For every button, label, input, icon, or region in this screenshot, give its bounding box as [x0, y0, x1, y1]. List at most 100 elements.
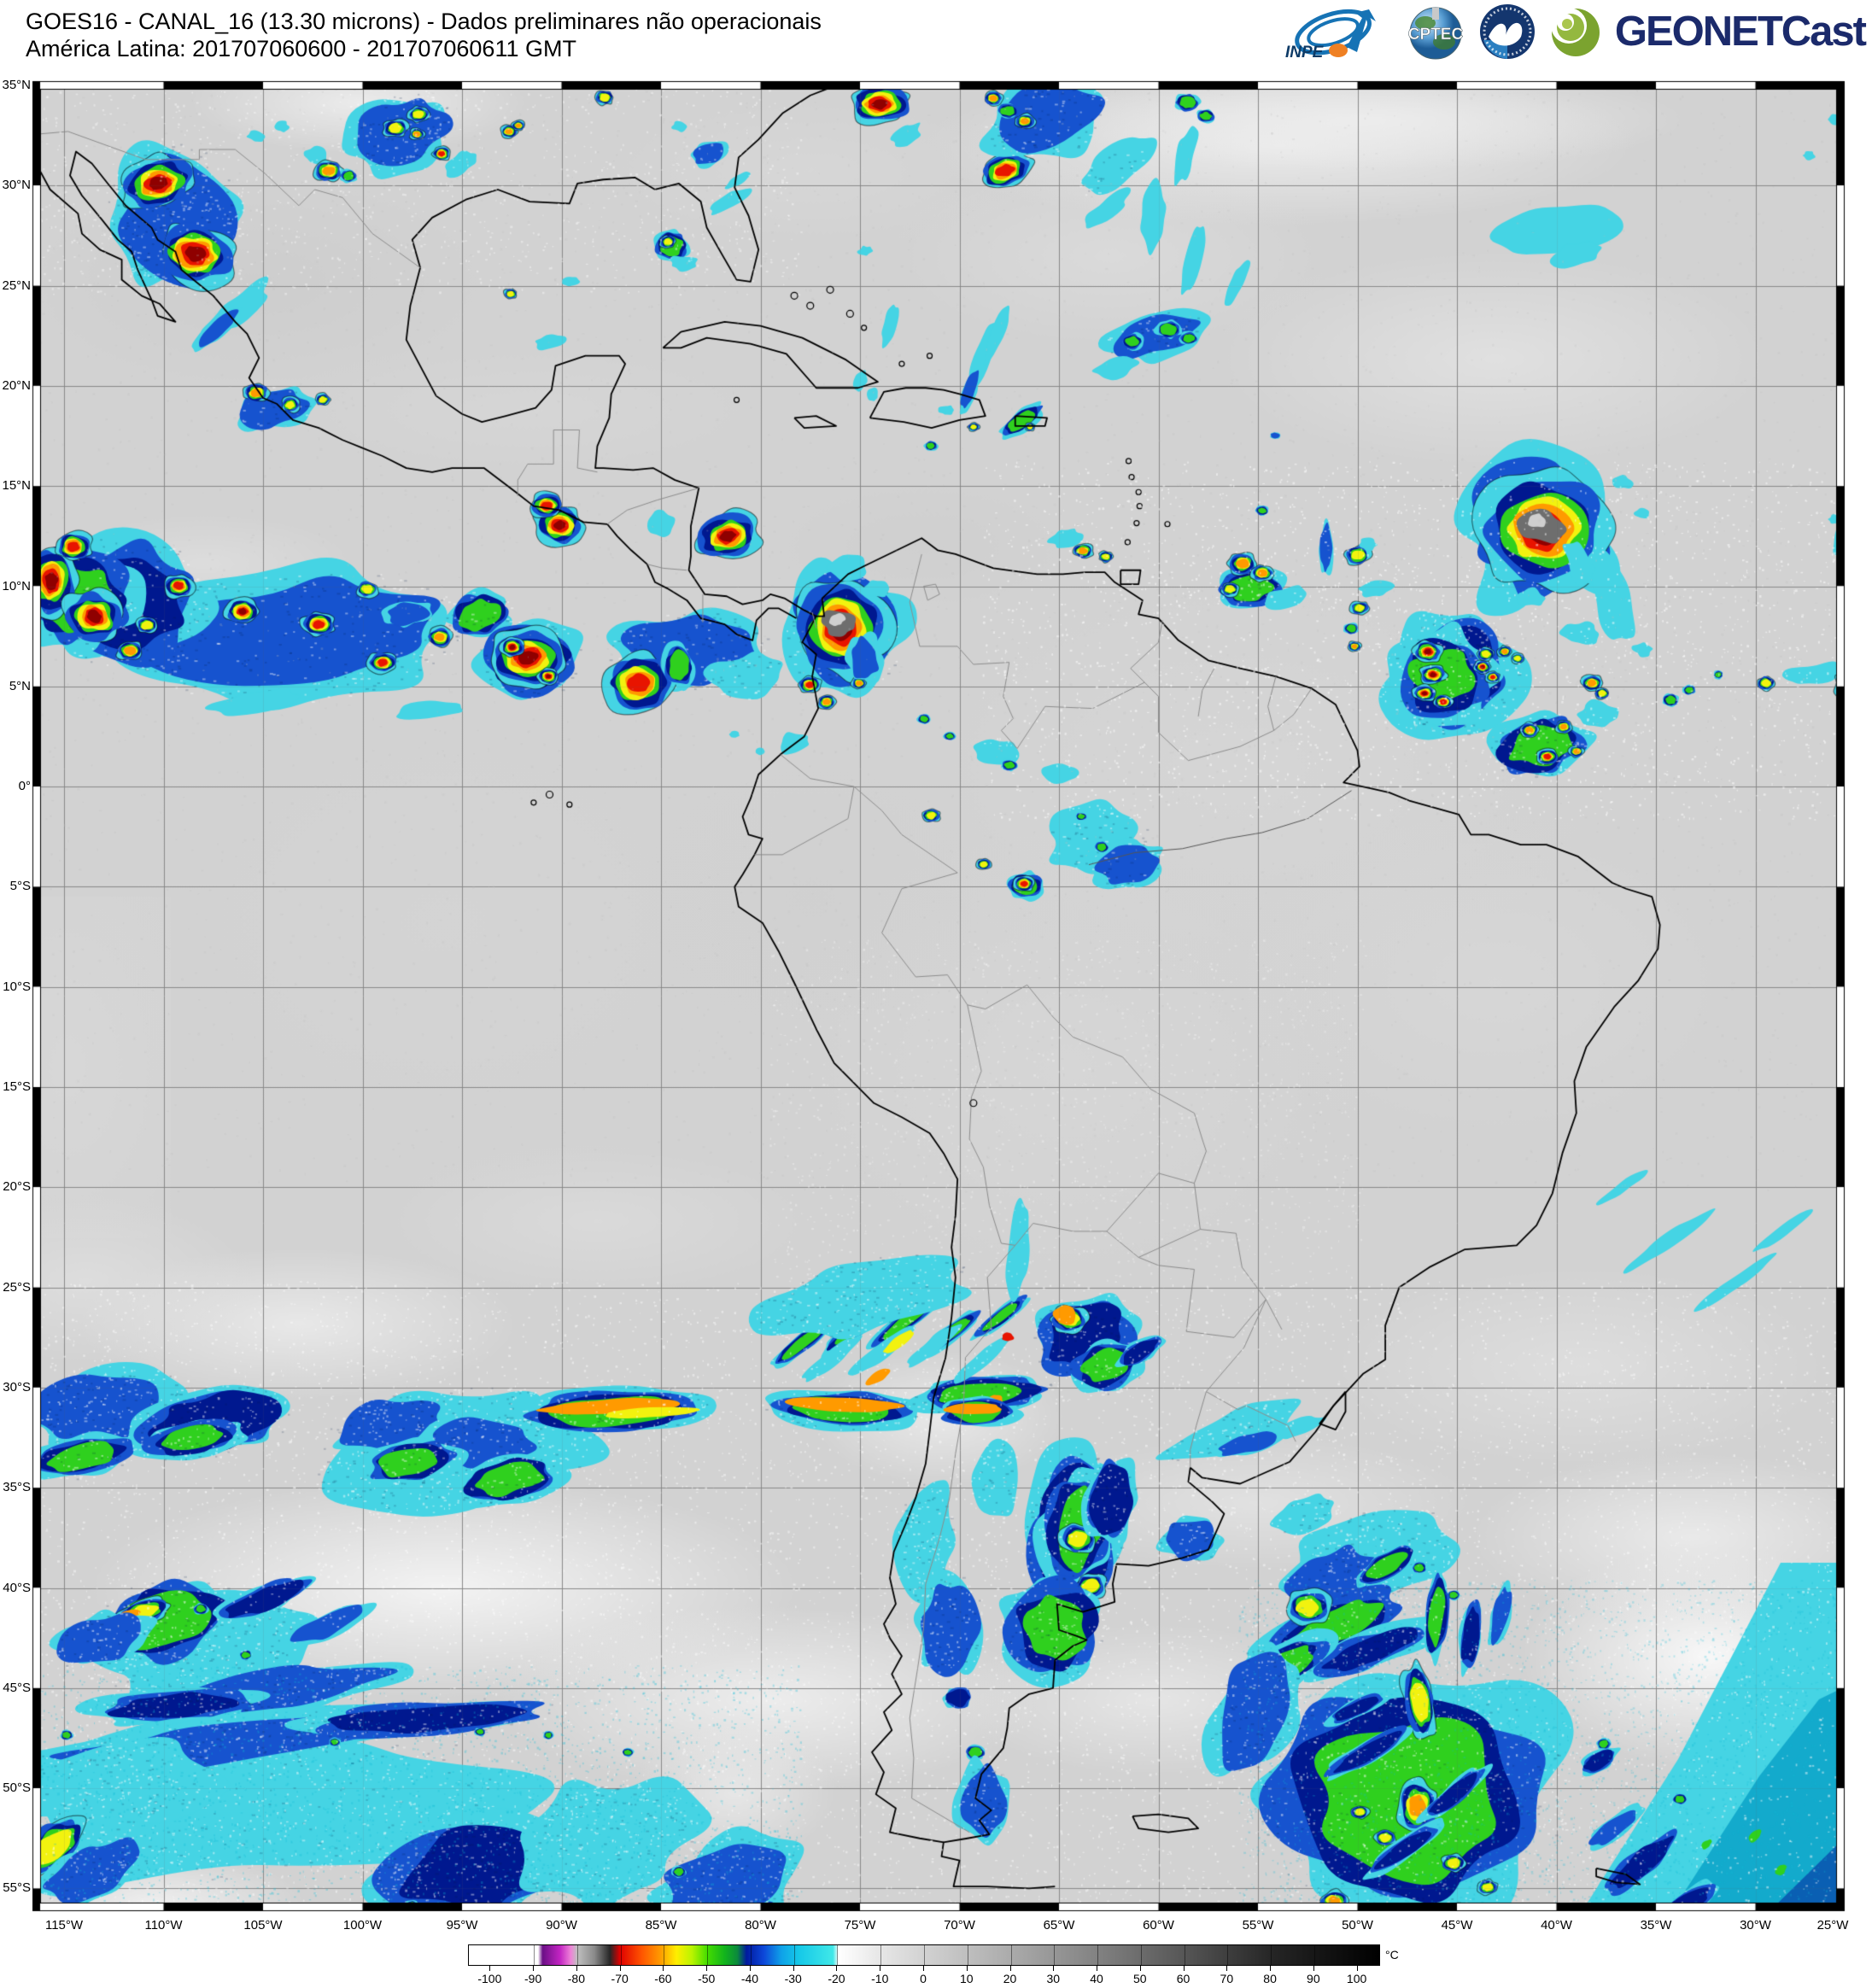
colorbar-tick: [663, 1966, 664, 1971]
colorbar: [468, 1944, 1380, 1966]
colorbar-tick-label: 40: [1090, 1972, 1103, 1985]
colorbar-tick: [749, 1966, 751, 1971]
lat-label: 25°S: [3, 1279, 31, 1295]
colorbar-tick-label: -30: [784, 1972, 802, 1985]
colorbar-tick: [923, 1966, 924, 1971]
lat-label: 35°S: [3, 1480, 31, 1495]
colorbar-tick-label: -100: [477, 1972, 502, 1985]
lat-label: 5°S: [9, 879, 31, 894]
colorbar-divider: [1010, 1945, 1012, 1965]
inpe-logo-icon: INPE: [1285, 9, 1376, 61]
lon-label: 60°W: [1143, 1918, 1174, 1932]
colorbar-tick-label: 0: [920, 1972, 927, 1985]
svg-text:CPTEC: CPTEC: [1408, 26, 1464, 44]
lat-label: 30°N: [2, 178, 31, 193]
colorbar-divider: [576, 1945, 578, 1965]
lat-label: 35°N: [2, 78, 31, 92]
colorbar-tick: [1183, 1966, 1185, 1971]
colorbar-tick: [533, 1966, 535, 1971]
colorbar-tick: [1313, 1966, 1314, 1971]
colorbar-tick-label: -50: [698, 1972, 716, 1985]
lat-label: 0°: [18, 779, 31, 794]
colorbar-tick-label: -20: [828, 1972, 845, 1985]
colorbar-tick: [1356, 1966, 1358, 1971]
lat-label: 40°S: [3, 1580, 31, 1595]
lon-label: 25°W: [1816, 1918, 1849, 1932]
cptec-logo-icon: CPTEC: [1407, 7, 1464, 60]
lat-label: 45°S: [3, 1680, 31, 1695]
colorbar-tick-label: 90: [1307, 1972, 1320, 1985]
lat-label: 10°N: [2, 578, 31, 593]
colorbar-tick: [966, 1966, 968, 1971]
colorbar-tick-label: -40: [740, 1972, 759, 1985]
colorbar-tick-label: 10: [959, 1972, 974, 1985]
lat-label: 50°S: [3, 1780, 31, 1796]
logo-bar: INPE CPTEC GEONETCast: [1284, 2, 1867, 61]
lon-label: 75°W: [844, 1918, 876, 1932]
colorbar-tick: [1226, 1966, 1228, 1971]
svg-text:INPE: INPE: [1285, 44, 1325, 61]
colorbar-tick: [836, 1966, 838, 1971]
colorbar-divider: [534, 1945, 535, 1965]
colorbar-unit-label: °C: [1385, 1948, 1399, 1962]
lat-label: 15°N: [2, 478, 31, 494]
page-subtitle: América Latina: 201707060600 - 201707060…: [26, 36, 576, 61]
lat-label: 20°S: [3, 1179, 31, 1195]
colorbar-divider: [924, 1945, 925, 1965]
colorbar-divider: [1054, 1945, 1056, 1965]
colorbar-tick-label: -70: [611, 1972, 629, 1985]
colorbar-divider: [1313, 1945, 1315, 1965]
colorbar-tick-label: 60: [1176, 1972, 1190, 1985]
colorbar-tick: [1139, 1966, 1141, 1971]
lon-label: 110°W: [144, 1918, 183, 1932]
lon-label: 50°W: [1342, 1918, 1373, 1932]
lon-label: 55°W: [1242, 1918, 1274, 1932]
colorbar-tick: [489, 1966, 491, 1971]
colorbar-divider: [1227, 1945, 1229, 1965]
colorbar-tick: [576, 1966, 577, 1971]
colorbar-divider: [1271, 1945, 1272, 1965]
page-title: GOES16 - CANAL_16 (13.30 microns) - Dado…: [26, 9, 822, 34]
lon-label: 105°W: [243, 1918, 283, 1932]
colorbar-divider: [1097, 1945, 1099, 1965]
colorbar-tick: [793, 1966, 794, 1971]
colorbar-divider: [1140, 1945, 1142, 1965]
lon-label: 70°W: [944, 1918, 975, 1932]
lat-label: 5°N: [9, 678, 31, 693]
geonetcast-logo-icon: [1550, 8, 1600, 56]
colorbar-tick-label: -80: [567, 1972, 586, 1985]
colorbar-divider: [620, 1945, 622, 1965]
lat-label: 25°N: [2, 278, 31, 293]
geonetcast-wordmark: GEONETCast: [1614, 9, 1867, 55]
lon-label: 100°W: [342, 1918, 383, 1932]
lon-label: 45°W: [1441, 1918, 1473, 1932]
colorbar-tick-label: 100: [1346, 1972, 1367, 1985]
lon-label: 80°W: [745, 1918, 776, 1932]
lon-label: 30°W: [1740, 1918, 1771, 1932]
lat-label: 20°N: [2, 377, 31, 393]
colorbar-tick-label: 80: [1263, 1972, 1277, 1985]
lon-label: 90°W: [546, 1918, 577, 1932]
colorbar-tick-label: -60: [654, 1972, 672, 1985]
colorbar-tick-label: -90: [524, 1972, 542, 1985]
colorbar-tick-label: 30: [1046, 1972, 1061, 1985]
lon-label: 40°W: [1541, 1918, 1572, 1932]
colorbar-tick-label: 20: [1003, 1972, 1017, 1985]
lat-label: 10°S: [3, 979, 31, 994]
colorbar-tick: [1053, 1966, 1055, 1971]
colorbar-tick: [619, 1966, 621, 1971]
colorbar-tick-label: 50: [1133, 1972, 1147, 1985]
colorbar-tick: [1009, 1966, 1011, 1971]
lat-label: 15°S: [3, 1079, 31, 1094]
colorbar-tick-label: -10: [871, 1972, 889, 1985]
colorbar-divider: [707, 1945, 709, 1965]
lon-label: 65°W: [1043, 1918, 1075, 1932]
colorbar-tick-label: 70: [1220, 1972, 1234, 1985]
lon-label: 95°W: [446, 1918, 478, 1932]
colorbar-divider: [750, 1945, 752, 1965]
colorbar-divider: [793, 1945, 795, 1965]
colorbar-tick: [706, 1966, 708, 1971]
lat-label: 55°S: [3, 1880, 31, 1896]
colorbar-divider: [880, 1945, 882, 1965]
